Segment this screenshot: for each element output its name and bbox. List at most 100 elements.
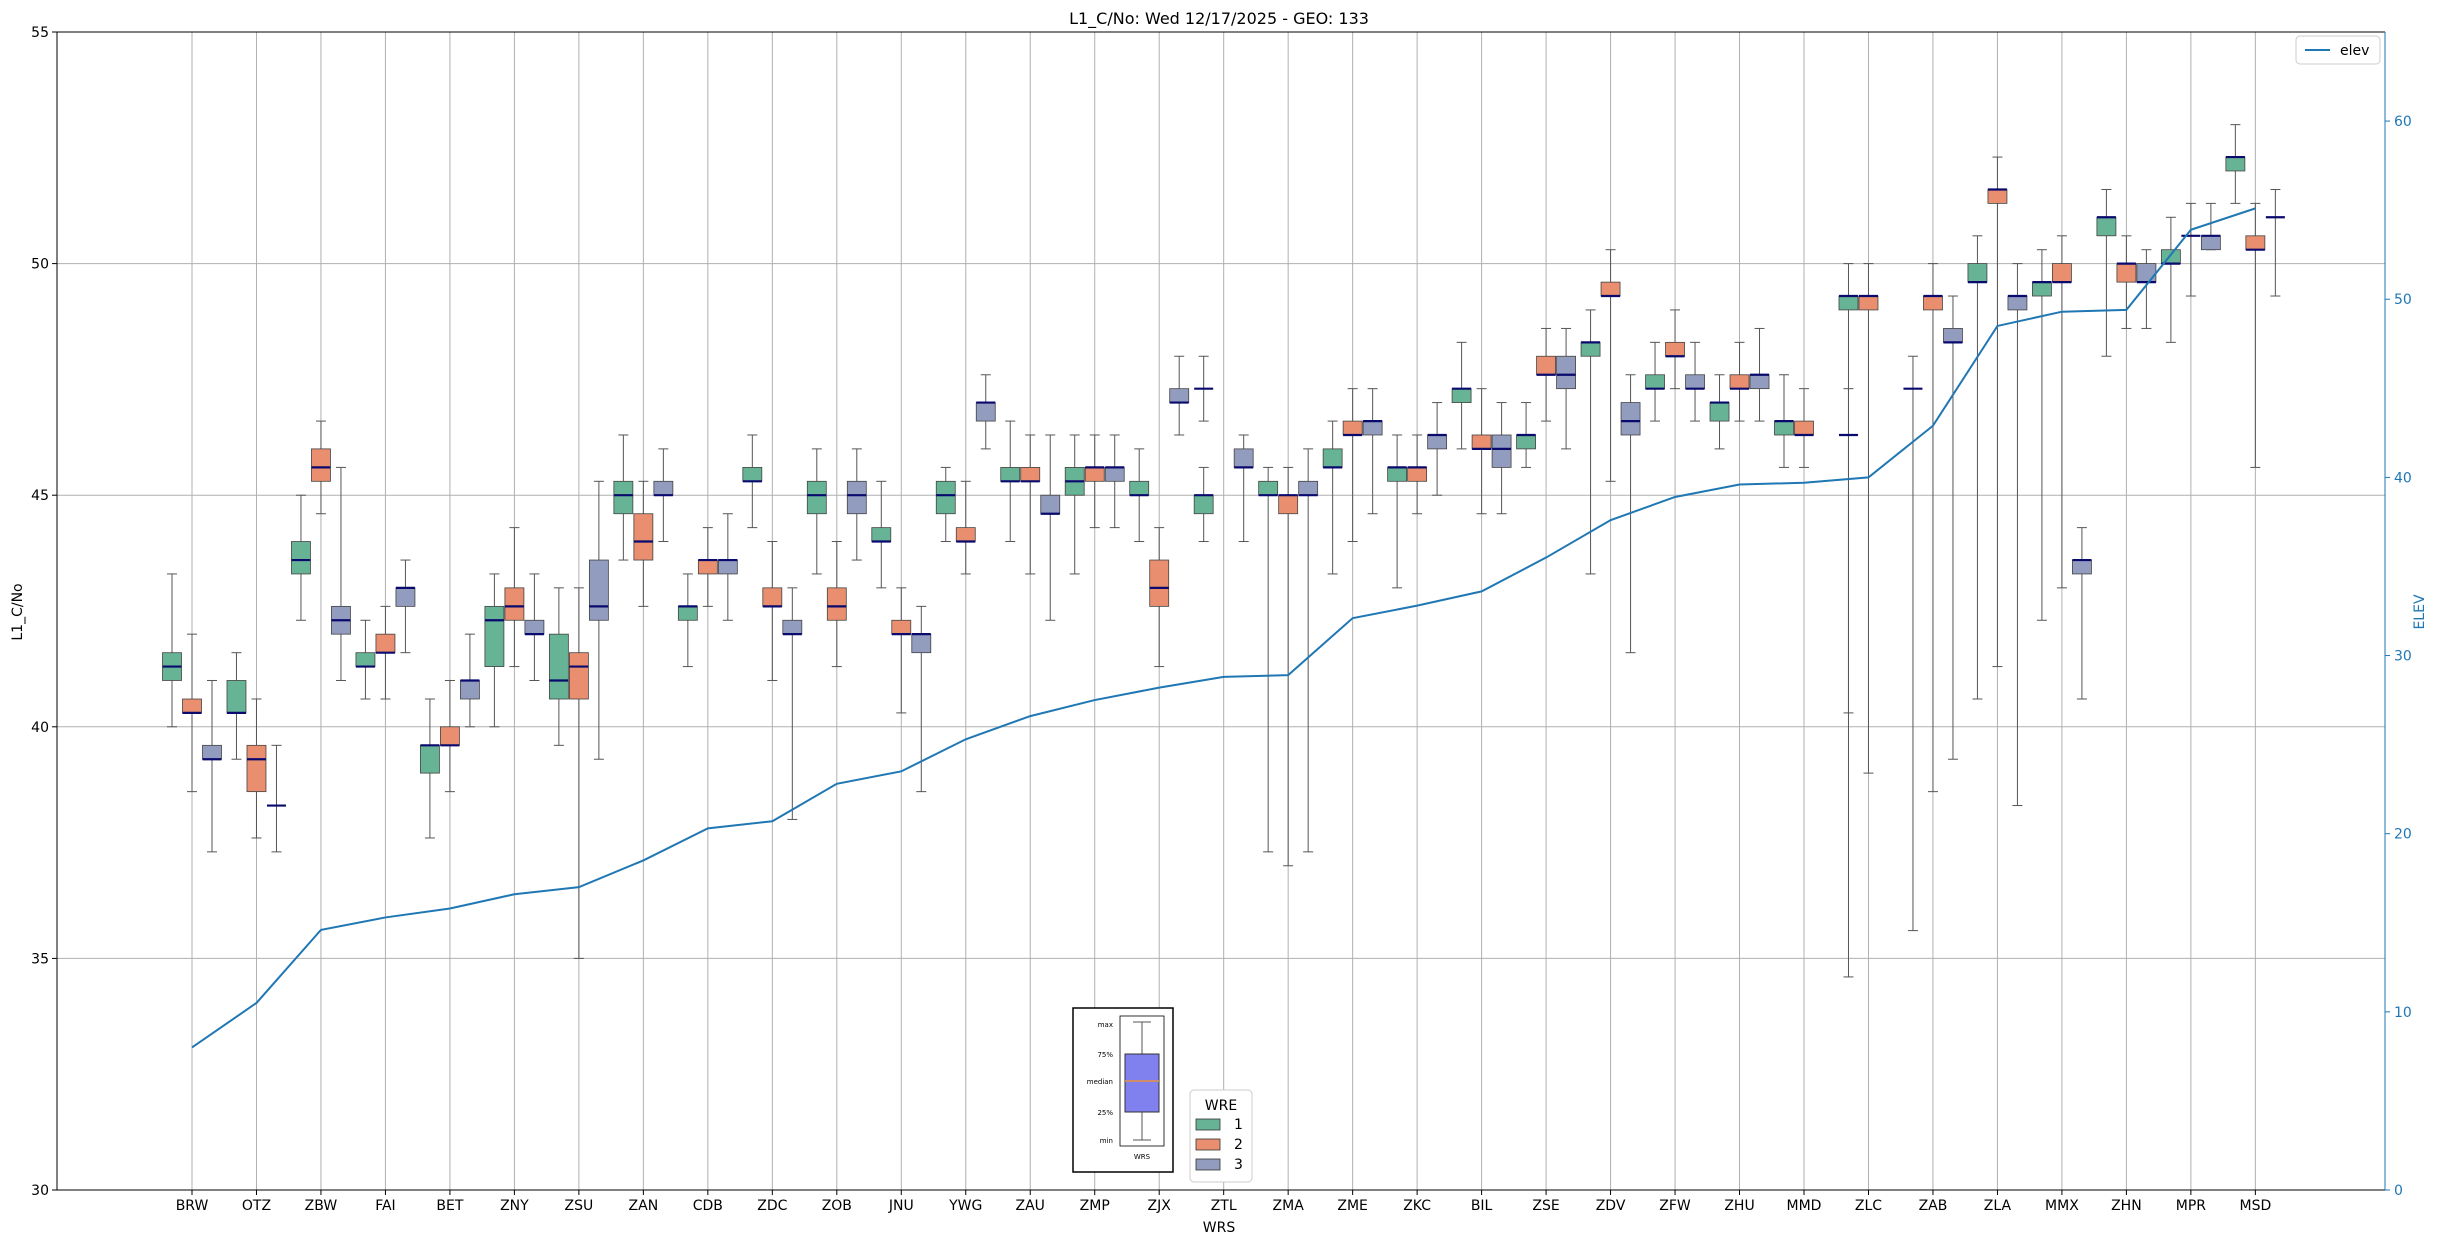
x-tick-label: BET: [436, 1198, 463, 1214]
box-plot-wre-2: [1665, 309, 1685, 390]
iqr-box: [460, 680, 480, 700]
iqr-box: [653, 480, 674, 496]
box-plot-wre-1: [677, 573, 698, 668]
box-key-caption: WRS: [1134, 1153, 1151, 1161]
iqr-box: [1129, 480, 1150, 496]
box-plot-wre-2: [182, 633, 202, 793]
iqr-box: [1600, 281, 1621, 297]
iqr-box: [355, 652, 376, 667]
x-tick-label: ZHU: [1724, 1198, 1754, 1214]
iqr-box: [891, 619, 912, 635]
box-plot-wre-1: [1000, 420, 1021, 543]
box-key-q3-label: 75%: [1097, 1051, 1113, 1059]
x-tick-label: ZAU: [1016, 1198, 1045, 1214]
x-tick-label: ZFW: [1659, 1198, 1691, 1214]
box-plot-wre-3: [2265, 188, 2285, 297]
box-plot-wre-3: [717, 513, 738, 621]
iqr-box: [1838, 295, 1859, 311]
iqr-box: [395, 587, 416, 607]
box-plot-wre-2: [246, 698, 267, 839]
x-tick-label: BRW: [176, 1198, 209, 1214]
iqr-box: [1923, 295, 1943, 311]
iqr-box: [1794, 420, 1814, 436]
box-plot-wre-2: [1471, 388, 1492, 515]
box-plot-wre-3: [1169, 355, 1190, 436]
elevation-line: [191, 207, 2256, 1049]
x-tick-label: OTZ: [242, 1198, 271, 1214]
box-plot-wre-1: [1129, 448, 1150, 543]
box-plot-wre-1: [420, 698, 440, 839]
iqr-box: [1858, 295, 1879, 311]
box-plot-wre-2: [1600, 249, 1621, 482]
box-plot-wre-3: [331, 466, 351, 681]
box-plot-wre-3: [2007, 263, 2028, 807]
box-plot-wre-2: [2052, 235, 2072, 589]
x-tick-label: MMX: [2045, 1198, 2079, 1214]
wre-legend-label-3: 3: [1234, 1157, 1243, 1173]
box-plot-wre-1: [2096, 188, 2117, 357]
y2-tick-label: 10: [2394, 1005, 2412, 1021]
box-plot-wre-3: [266, 744, 286, 853]
iqr-box: [1193, 494, 1214, 515]
box-plot-wre-1: [1258, 466, 1279, 853]
iqr-box: [1580, 341, 1601, 357]
box-plot-wre-3: [460, 633, 480, 728]
box-plot-wre-1: [226, 652, 247, 760]
iqr-box: [1322, 448, 1343, 468]
iqr-box: [1516, 434, 1536, 450]
iqr-box: [677, 605, 698, 621]
box-plot-wre-3: [1838, 388, 1858, 978]
iqr-box: [1491, 434, 1512, 468]
iqr-box: [548, 633, 569, 700]
iqr-box: [1451, 388, 1472, 403]
wre-legend-label-2: 2: [1234, 1137, 1243, 1153]
box-plot-wre-1: [1967, 235, 1988, 700]
box-plot-wre-1: [1516, 402, 1536, 468]
chart-title: L1_C/No: Wed 12/17/2025 - GEO: 133: [1069, 9, 1369, 29]
iqr-box: [762, 587, 783, 607]
iqr-box: [846, 480, 867, 515]
x-axis-label: WRS: [1203, 1220, 1236, 1236]
box-plot-wre-2: [2181, 202, 2201, 297]
iqr-box: [2007, 295, 2028, 311]
iqr-box: [2200, 235, 2221, 251]
box-plot-wre-3: [1298, 448, 1319, 853]
y-tick-label: 50: [31, 257, 49, 273]
iqr-box: [806, 480, 827, 515]
box-plot-wre-3: [1685, 341, 1705, 422]
box-plot-wre-3: [975, 374, 996, 450]
iqr-box: [226, 680, 247, 714]
y2-tick-label: 0: [2394, 1183, 2403, 1199]
box-plot-wre-2: [1149, 527, 1170, 668]
iqr-box: [935, 480, 956, 515]
box-plot-wre-1: [2225, 124, 2246, 204]
iqr-box: [1233, 448, 1254, 468]
box-plot-wre-2: [697, 527, 718, 607]
x-tick-label: JNU: [888, 1198, 914, 1214]
y-tick-label: 45: [31, 488, 49, 504]
box-plot-wre-3: [1491, 402, 1512, 515]
x-tick-label: MMD: [1787, 1198, 1822, 1214]
box-key-min-label: min: [1100, 1137, 1113, 1145]
box-plot-wre-2: [633, 480, 654, 607]
line-legend-label: elev: [2340, 43, 2369, 59]
box-plot-wre-1: [935, 466, 956, 543]
iqr-box: [955, 527, 976, 542]
box-plot-wre-1: [1774, 374, 1794, 468]
x-tick-label: ZAN: [629, 1198, 659, 1214]
iqr-box: [2116, 263, 2137, 283]
box-plot-wre-2: [955, 480, 976, 575]
box-plot-wre-3: [2200, 202, 2221, 251]
box-plot-wre-3: [2136, 249, 2157, 329]
box-plot-wre-1: [1645, 341, 1665, 422]
iqr-box: [633, 513, 654, 561]
iqr-box: [484, 605, 505, 667]
iqr-box: [1665, 341, 1685, 357]
y2-tick-label: 20: [2394, 827, 2412, 843]
box-plot-wre-2: [1407, 434, 1428, 515]
box-plot-wre-3: [911, 605, 932, 793]
box-plot-wre-3: [1943, 295, 1963, 760]
box-plot-wre-3: [1040, 434, 1061, 621]
x-tick-label: ZTL: [1211, 1198, 1237, 1214]
